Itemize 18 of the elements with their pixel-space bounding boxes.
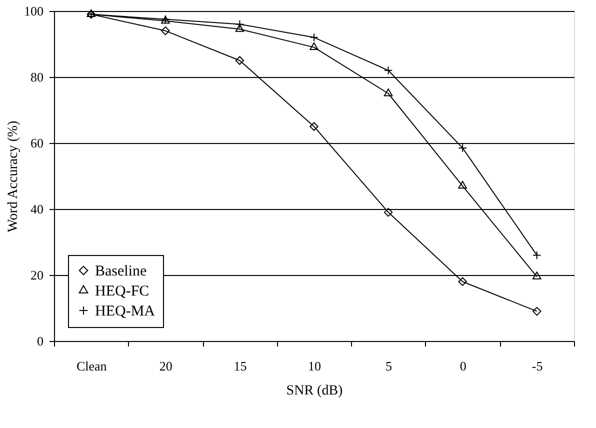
legend-label: Baseline (95, 264, 147, 280)
y-tick-label: 20 (30, 268, 44, 282)
x-tick-label: 10 (308, 358, 321, 374)
y-tick-label: 60 (30, 136, 44, 150)
legend-label: HEQ-MA (95, 304, 156, 320)
y-tick-label: 100 (24, 4, 44, 18)
legend-label: HEQ-FC (95, 284, 150, 300)
x-tick-label: 5 (386, 358, 392, 374)
x-axis-title: SNR (dB) (286, 384, 344, 398)
y-tick-label: 40 (30, 202, 44, 216)
y-tick-label: 0 (37, 334, 44, 348)
x-tick-label: 0 (460, 358, 466, 374)
x-tick-label: 20 (159, 358, 172, 374)
y-axis-title: Word Accuracy (%) (6, 120, 21, 232)
y-tick-label: 80 (30, 70, 44, 84)
x-tick-label: 15 (234, 358, 247, 374)
x-tick-label: -5 (532, 358, 543, 374)
x-tick-label: Clean (76, 358, 108, 374)
